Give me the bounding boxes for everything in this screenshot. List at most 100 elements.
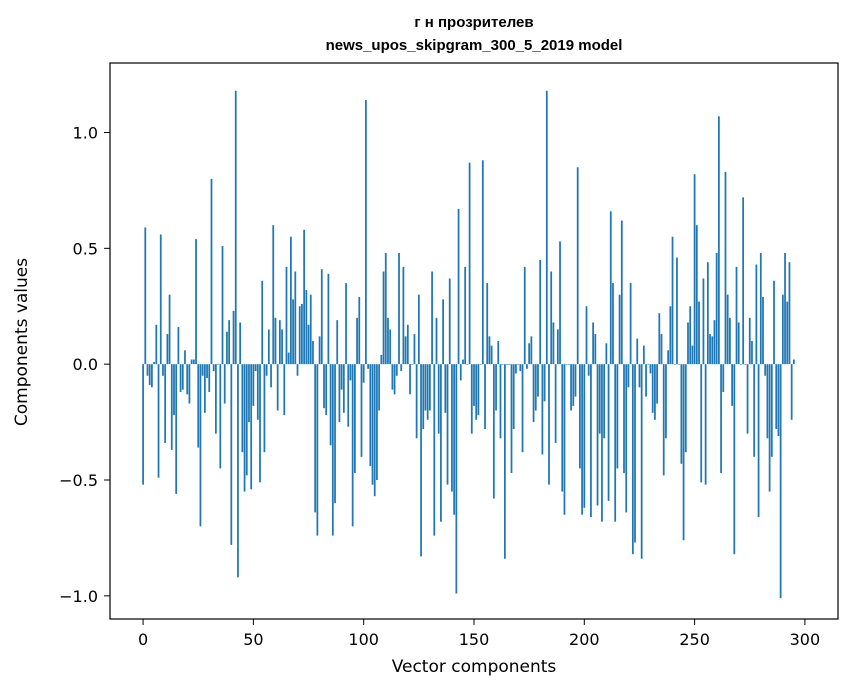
bar-285 [770,364,773,457]
bar-219 [625,364,628,513]
bar-105 [373,364,376,497]
bar-27 [201,364,204,376]
bar-155 [484,364,486,430]
bar-127 [422,364,425,430]
bar-117 [400,364,403,372]
bar-186 [552,322,555,365]
bar-222 [631,364,634,555]
bar-147 [466,364,469,365]
bar-157 [488,336,491,365]
bar-175 [528,343,531,365]
bar-10 [164,364,167,443]
bar-102 [367,364,369,369]
y-tick-label: 1.0 [73,124,98,143]
bar-88 [336,320,339,365]
bar-112 [389,329,392,365]
bar-1 [144,227,147,365]
bar-293 [788,262,791,365]
bar-230 [649,364,652,374]
bar-286 [773,280,775,365]
x-tick-label: 100 [348,630,379,649]
bar-262 [720,364,722,474]
x-tick-label: 0 [138,630,148,649]
bar-161 [497,341,500,365]
bar-158 [490,345,493,365]
bar-253 [700,364,703,483]
bar-261 [717,116,720,365]
bar-205 [594,334,597,365]
x-ticks: 0 50 100 150 200 250 300 [138,619,820,649]
bar-66 [287,352,290,365]
bar-140 [451,364,453,492]
x-tick-label: 250 [679,630,710,649]
bar-139 [448,278,451,365]
bar-31 [210,178,213,365]
bar-130 [429,364,431,411]
bar-163 [501,364,504,365]
bar-248 [689,306,692,365]
bar-89 [338,364,341,423]
bar-216 [618,294,621,365]
bar-49 [250,364,253,490]
bar-23 [192,359,195,365]
bar-162 [499,364,502,439]
bar-81 [320,269,323,365]
bar-252 [698,301,700,365]
chart-subtitle: news_upos_skipgram_300_5_2019 model [325,37,623,54]
bar-32 [212,364,215,372]
bar-176 [530,336,533,365]
bar-2 [146,364,149,376]
bar-229 [647,364,650,365]
bar-70 [296,364,299,376]
bar-28 [203,364,206,413]
bar-185 [550,271,553,365]
bar-238 [667,350,670,365]
x-tick-label: 50 [243,630,263,649]
bar-12 [168,294,171,365]
bar-56 [265,364,268,376]
bar-211 [607,364,610,501]
bar-244 [680,364,683,464]
bar-40 [230,364,233,545]
bar-221 [629,283,632,365]
bar-77 [312,341,314,365]
bar-43 [237,364,239,578]
bar-19 [184,350,186,365]
bar-35 [219,364,222,469]
bar-193 [567,364,570,365]
y-tick-label: −1.0 [59,587,98,606]
bar-25 [197,364,200,448]
bar-183 [545,90,548,365]
bar-13 [170,364,173,450]
bar-245 [682,364,685,541]
bar-148 [468,162,471,365]
bar-164 [504,364,506,559]
bar-119 [404,336,407,365]
bar-170 [517,364,519,365]
bar-264 [724,171,727,365]
bar-260 [715,252,718,365]
bar-251 [695,225,698,365]
bar-234 [658,313,661,365]
bar-121 [409,364,411,395]
bar-18 [181,364,184,390]
bar-280 [759,252,762,365]
bar-154 [481,160,484,365]
bar-217 [620,220,623,365]
bar-44 [239,322,242,365]
bar-62 [278,320,281,365]
bar-133 [435,317,438,365]
bar-224 [636,338,639,365]
bar-47 [245,364,248,476]
bar-287 [775,364,778,430]
bar-126 [420,364,422,557]
bar-191 [563,364,566,515]
bar-256 [706,262,709,365]
bar-258 [711,336,714,365]
bar-64 [283,364,286,416]
bar-125 [417,294,420,365]
chart-title: г н прозрителев [414,14,534,31]
bar-237 [665,364,667,439]
bar-270 [737,322,740,365]
bar-209 [603,364,606,439]
